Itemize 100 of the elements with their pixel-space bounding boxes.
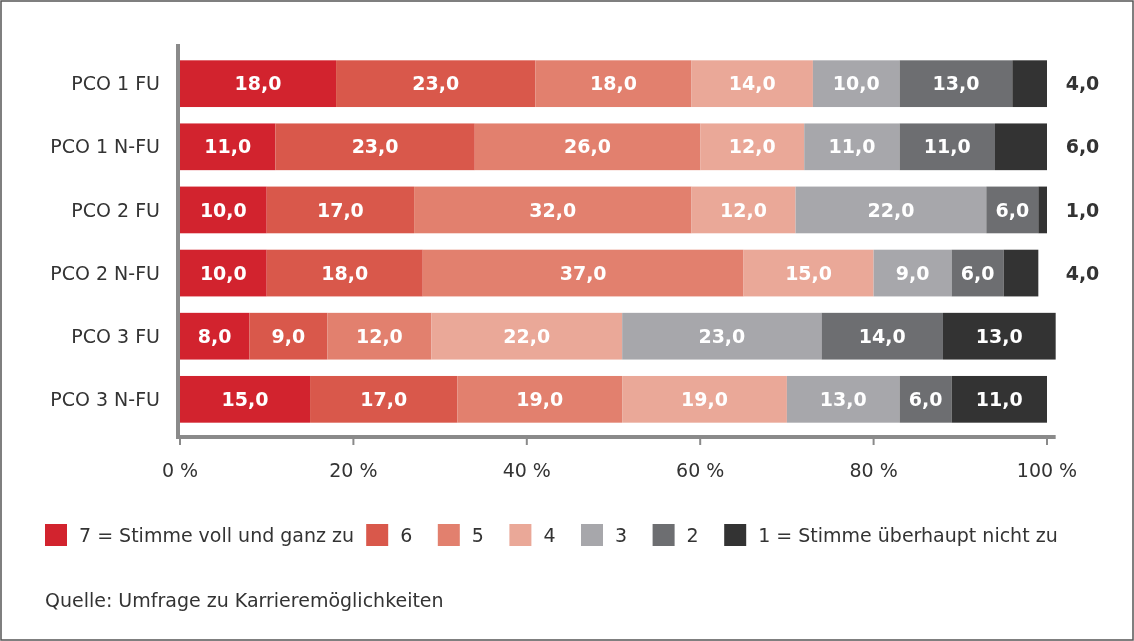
data-label: 22,0: [503, 324, 551, 347]
y-tick-label: PCO 1 FU: [71, 72, 160, 95]
bar: [249, 312, 328, 360]
legend-label: 2: [686, 523, 699, 546]
bar: [795, 186, 987, 234]
bar: [266, 186, 415, 234]
legend-label: 4: [543, 523, 556, 546]
data-label: 37,0: [559, 261, 607, 284]
data-label: 6,0: [960, 261, 995, 284]
bar: [942, 312, 1056, 360]
data-label: 17,0: [360, 387, 408, 410]
bar: [310, 375, 458, 423]
data-label: 9,0: [271, 324, 306, 347]
data-label: 13,0: [819, 387, 867, 410]
bar: [457, 375, 623, 423]
bar: [180, 375, 311, 423]
bar: [622, 375, 787, 423]
data-label: 18,0: [590, 72, 637, 95]
data-label: 23,0: [412, 72, 460, 95]
data-label: 10,0: [199, 261, 247, 284]
data-label: 13,0: [975, 324, 1023, 347]
y-tick-label: PCO 3 N-FU: [50, 387, 160, 410]
bar: [535, 60, 692, 108]
bar: [1012, 60, 1047, 108]
data-label: 6,0: [1065, 135, 1100, 158]
bar: [422, 249, 744, 297]
data-label: 17,0: [316, 198, 364, 221]
data-label: 12,0: [720, 198, 767, 221]
data-label: 15,0: [221, 387, 269, 410]
data-label: 19,0: [681, 387, 728, 410]
bar: [994, 123, 1047, 171]
bar: [266, 249, 423, 297]
bar: [275, 123, 475, 171]
y-tick-label: PCO 2 FU: [71, 198, 160, 221]
data-label: 12,0: [355, 324, 403, 347]
data-label: 22,0: [867, 198, 915, 221]
bar: [336, 60, 536, 108]
x-tick-label: 20 %: [329, 459, 378, 481]
data-label: 6,0: [908, 387, 943, 410]
data-label: 10,0: [832, 72, 880, 95]
data-label: 12,0: [728, 135, 776, 158]
bar: [180, 60, 337, 108]
data-label: 13,0: [932, 72, 980, 95]
data-label: 1,0: [1065, 198, 1100, 221]
data-label: 32,0: [529, 198, 577, 221]
data-label: 9,0: [895, 261, 930, 284]
data-label: 26,0: [564, 135, 611, 158]
bar: [474, 123, 701, 171]
bar: [414, 186, 692, 234]
legend-label: 6: [400, 523, 413, 546]
bar: [951, 375, 1047, 423]
legend-label: 7 = Stimme voll und ganz zu: [79, 523, 355, 546]
data-label: 18,0: [234, 72, 282, 95]
bar: [180, 123, 276, 171]
data-label: 4,0: [1065, 72, 1100, 95]
bar: [622, 312, 822, 360]
data-label: 10,0: [199, 198, 247, 221]
x-tick-label: 60 %: [676, 459, 725, 481]
bar: [743, 249, 874, 297]
bar: [691, 60, 813, 108]
bar: [700, 123, 805, 171]
bar: [180, 249, 267, 297]
bar: [1038, 186, 1047, 234]
bar: [1003, 249, 1039, 297]
legend-label: 5: [471, 523, 484, 546]
bar: [821, 312, 943, 360]
legend-label: 1 = Stimme überhaupt nicht zu: [758, 523, 1058, 546]
data-label: 14,0: [858, 324, 906, 347]
bar: [899, 60, 1013, 108]
y-tick-label: PCO 3 FU: [71, 324, 160, 347]
data-label: 8,0: [197, 324, 232, 347]
data-label: 19,0: [516, 387, 564, 410]
bar: [804, 123, 900, 171]
legend-label: 3: [615, 523, 628, 546]
bar: [180, 186, 267, 234]
x-tick-label: 40 %: [502, 459, 551, 481]
bar: [873, 249, 952, 297]
data-label: 14,0: [728, 72, 776, 95]
data-label: 11,0: [923, 135, 971, 158]
data-label: 11,0: [975, 387, 1023, 410]
y-tick-label: PCO 1 N-FU: [50, 135, 160, 158]
data-label: 18,0: [321, 261, 369, 284]
data-label: 23,0: [698, 324, 746, 347]
data-label: 11,0: [204, 135, 252, 158]
bar: [327, 312, 432, 360]
x-tick-label: 0 %: [161, 459, 199, 481]
bar: [180, 312, 250, 360]
y-tick-label: PCO 2 N-FU: [50, 261, 160, 284]
data-label: 11,0: [828, 135, 876, 158]
data-label: 23,0: [351, 135, 399, 158]
bar: [431, 312, 623, 360]
data-label: 15,0: [785, 261, 833, 284]
source-note: Quelle: Umfrage zu Karrieremöglichkeiten: [45, 588, 444, 611]
x-tick-label: 100 %: [1016, 459, 1078, 481]
data-label: 6,0: [995, 198, 1030, 221]
bar: [899, 123, 995, 171]
bar: [812, 60, 900, 108]
bar: [691, 186, 796, 234]
x-tick-label: 80 %: [849, 459, 898, 481]
data-label: 4,0: [1065, 261, 1100, 284]
